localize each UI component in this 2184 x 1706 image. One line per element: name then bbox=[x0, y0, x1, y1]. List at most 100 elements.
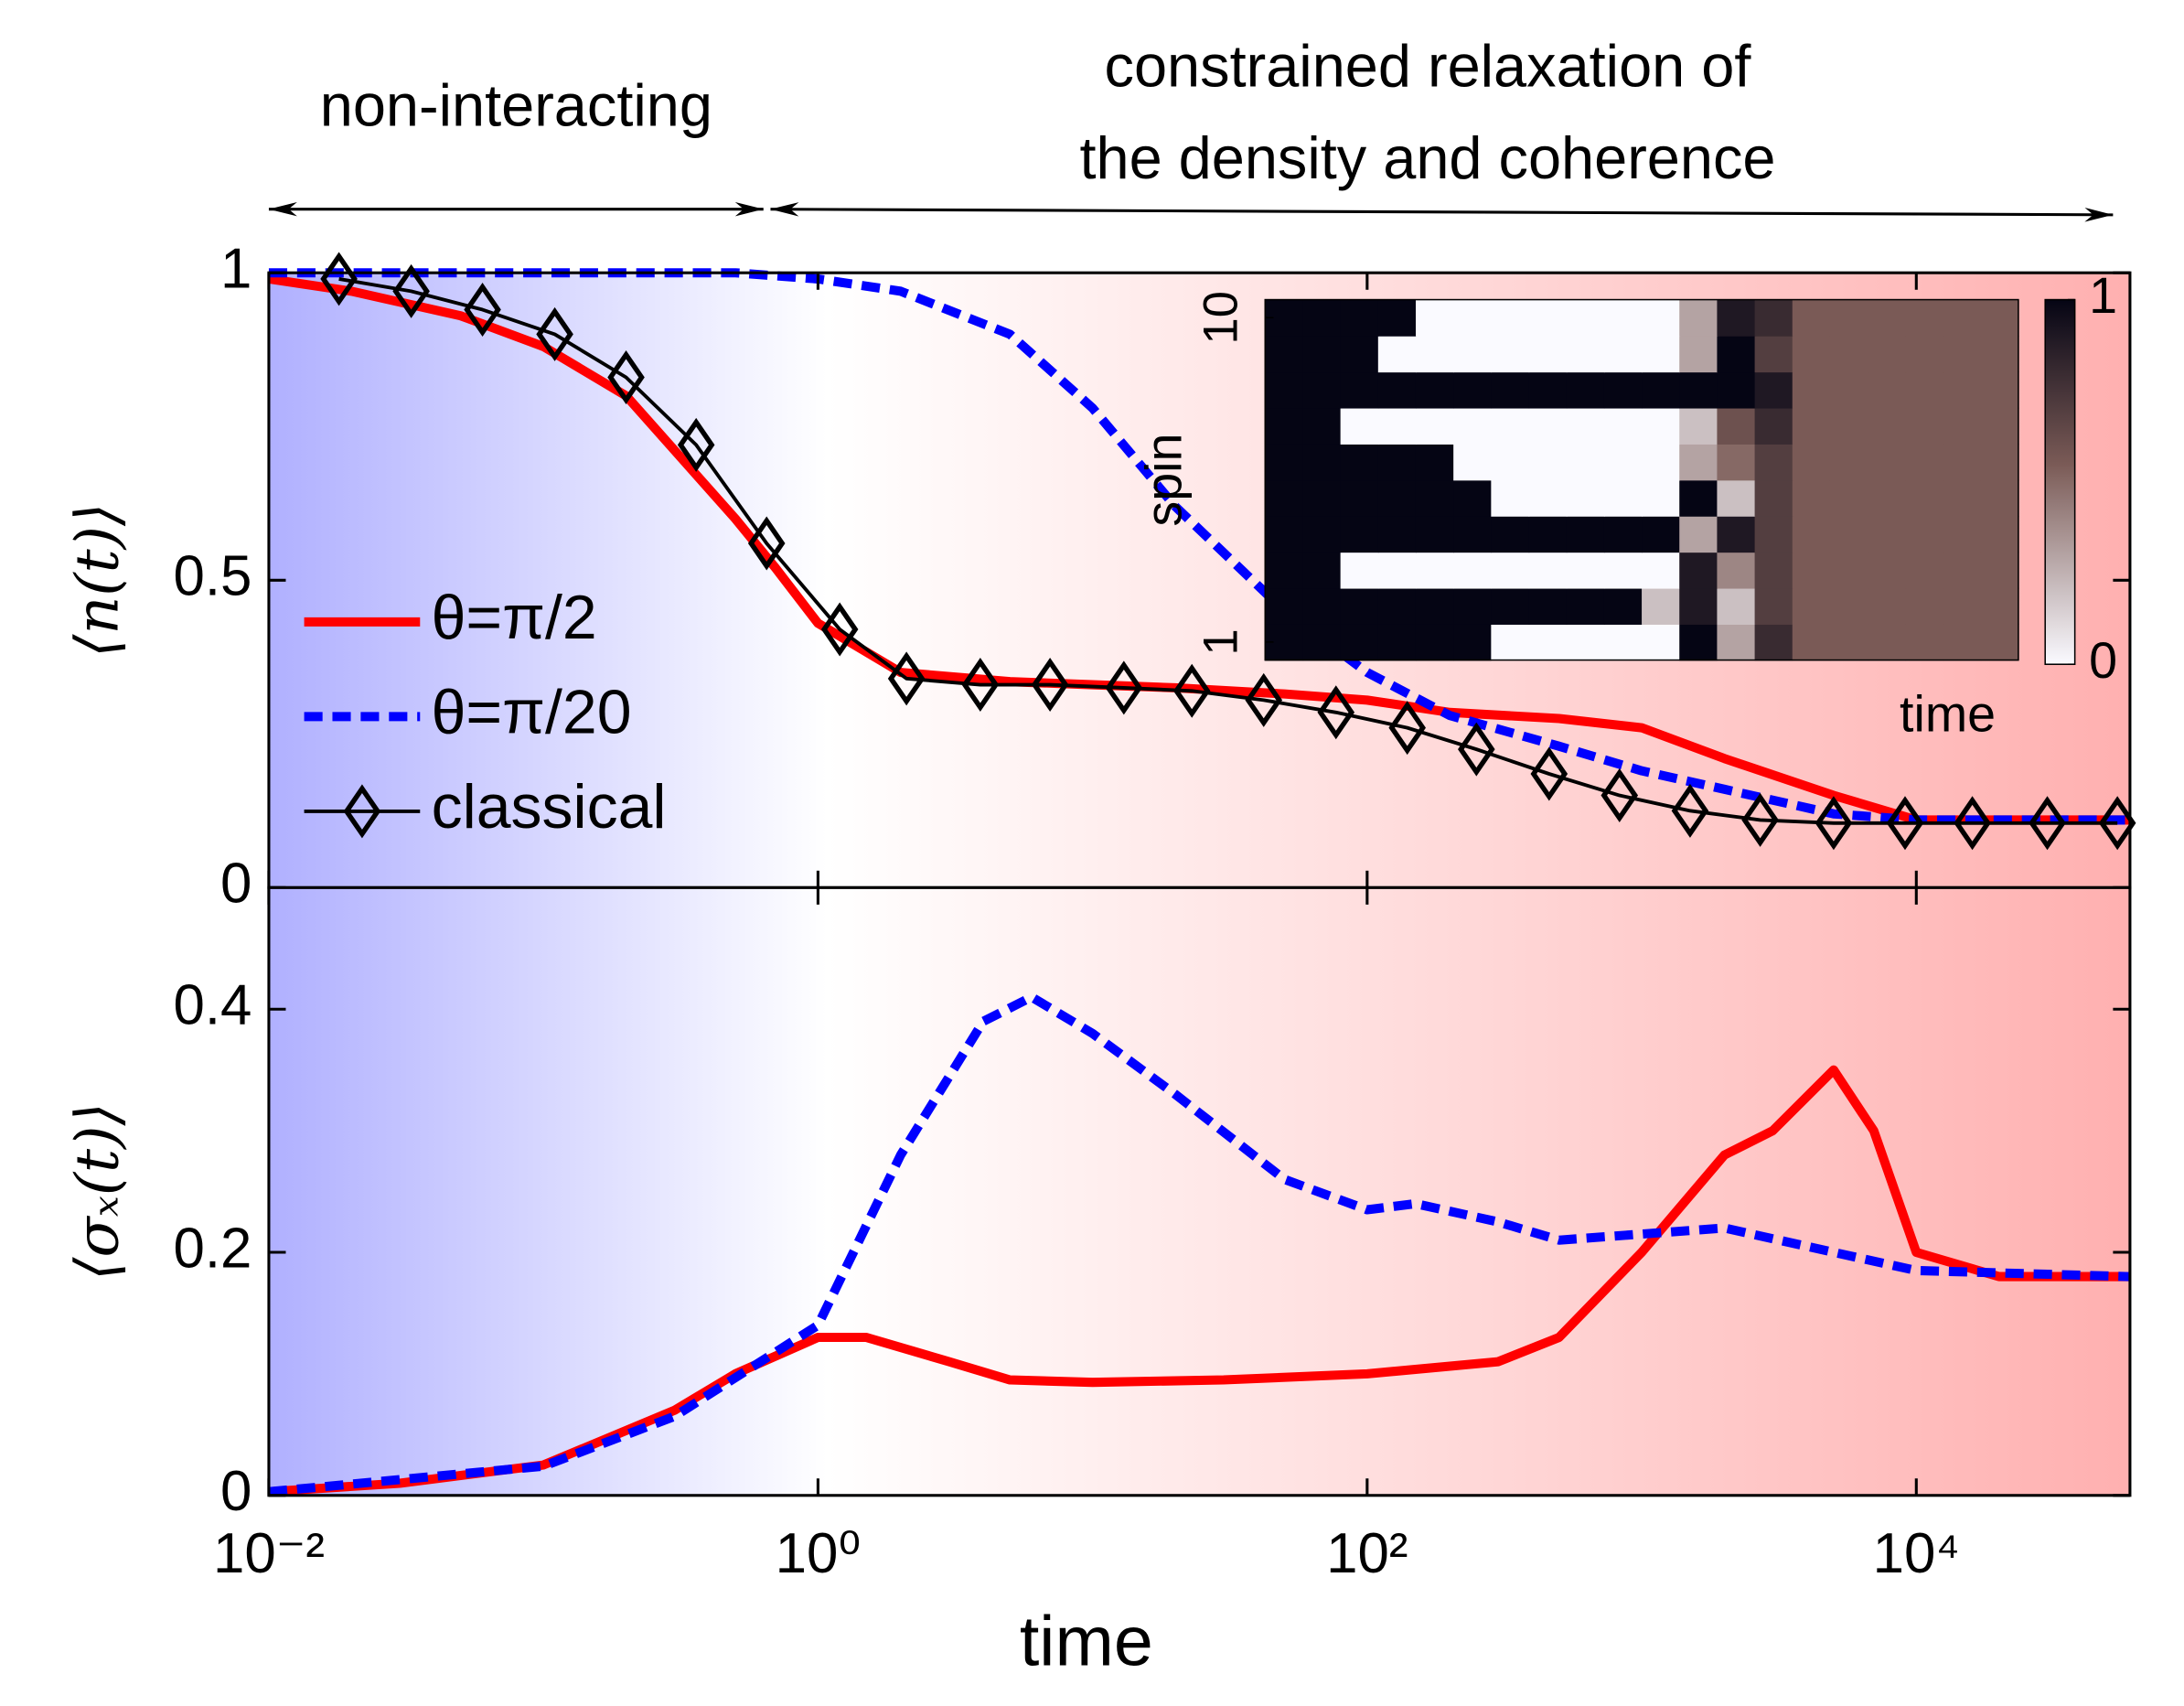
heatmap-cell bbox=[1792, 624, 1831, 661]
heatmap-cell bbox=[1829, 587, 1868, 625]
heatmap-cell bbox=[1566, 444, 1605, 481]
heatmap-cell bbox=[1679, 515, 1718, 553]
legend-label: θ=π/20 bbox=[432, 677, 632, 746]
x-axis-label: time bbox=[1900, 686, 1996, 743]
marker bbox=[1245, 672, 1283, 727]
heatmap-cell bbox=[1453, 624, 1493, 661]
heatmap-cell bbox=[1265, 515, 1304, 553]
heatmap-cell bbox=[1829, 407, 1868, 445]
heatmap-cell bbox=[1453, 299, 1493, 337]
x-tick-label: 10² bbox=[1326, 1522, 1408, 1585]
heatmap-cell bbox=[1377, 479, 1417, 517]
marker bbox=[1317, 685, 1355, 740]
x-tick-label: 10⁴ bbox=[1873, 1522, 1960, 1585]
heatmap-cell bbox=[1265, 407, 1304, 445]
heatmap-cell bbox=[1377, 624, 1417, 661]
heatmap-cell bbox=[1980, 299, 2019, 337]
heatmap-cell bbox=[1528, 552, 1568, 589]
heatmap-cell bbox=[1829, 371, 1868, 409]
heatmap-cell bbox=[1491, 479, 1530, 517]
heatmap-cell bbox=[1679, 479, 1718, 517]
heatmap-cell bbox=[1642, 444, 1681, 481]
heatmap-cell bbox=[1829, 624, 1868, 661]
annotation: non-interacting bbox=[320, 72, 712, 139]
y-tick-label: 0 bbox=[220, 1460, 252, 1523]
heatmap-cell bbox=[1302, 407, 1342, 445]
marker bbox=[2029, 796, 2066, 851]
heatmap-cell bbox=[1415, 552, 1454, 589]
y-axis-label: ⟨σₓ(t)⟩ bbox=[64, 1102, 133, 1281]
marker bbox=[392, 263, 430, 318]
heatmap-cell bbox=[1642, 479, 1681, 517]
heatmap-cell bbox=[1754, 299, 1793, 337]
heatmap-cell bbox=[1491, 371, 1530, 409]
heatmap-cell bbox=[1754, 552, 1793, 589]
heatmap-cell bbox=[1415, 407, 1454, 445]
annotation: constrained relaxation of bbox=[1105, 32, 1752, 99]
marker bbox=[1530, 746, 1568, 801]
heatmap-cell bbox=[1491, 515, 1530, 553]
heatmap-cell bbox=[1377, 444, 1417, 481]
heatmap-cell bbox=[1302, 552, 1342, 589]
heatmap-cell bbox=[1792, 335, 1831, 373]
heatmap-cell bbox=[1302, 371, 1342, 409]
marker bbox=[607, 349, 645, 404]
marker bbox=[2098, 796, 2136, 851]
heatmap-cell bbox=[1642, 552, 1681, 589]
heatmap-cell bbox=[1980, 479, 2019, 517]
marker bbox=[1388, 701, 1427, 756]
heatmap-cell bbox=[1980, 587, 2019, 625]
heatmap-cell bbox=[1377, 371, 1417, 409]
heatmap-cell bbox=[1566, 335, 1605, 373]
heatmap-cell bbox=[1415, 515, 1454, 553]
heatmap-cell bbox=[1453, 552, 1493, 589]
heatmap-cell bbox=[1642, 515, 1681, 553]
heatmap-cell bbox=[1566, 407, 1605, 445]
heatmap-cell bbox=[1754, 479, 1793, 517]
heatmap-cell bbox=[1905, 407, 1944, 445]
heatmap-cell bbox=[1603, 335, 1643, 373]
colorbar-tick-label: 1 bbox=[2089, 267, 2117, 324]
annotation: the density and coherence bbox=[1079, 124, 1775, 191]
heatmap-cell bbox=[1905, 444, 1944, 481]
colorbar-tick-label: 0 bbox=[2089, 632, 2117, 689]
marker bbox=[747, 516, 786, 571]
heatmap-cell bbox=[1302, 299, 1342, 337]
heatmap-cell bbox=[1792, 299, 1831, 337]
heatmap-cell bbox=[1905, 299, 1944, 337]
heatmap-cell bbox=[1377, 335, 1417, 373]
heatmap-cell bbox=[1754, 515, 1793, 553]
marker bbox=[1815, 796, 1853, 851]
heatmap-cell bbox=[1528, 299, 1568, 337]
heatmap-cell bbox=[1528, 444, 1568, 481]
heatmap-cell bbox=[1717, 624, 1756, 661]
y-tick-label: 10 bbox=[1194, 291, 1247, 344]
heatmap-cell bbox=[1980, 371, 2019, 409]
heatmap-cell bbox=[1603, 299, 1643, 337]
heatmap-cell bbox=[1868, 515, 1907, 553]
heatmap-cell bbox=[1453, 335, 1493, 373]
heatmap-cell bbox=[1754, 624, 1793, 661]
heatmap-cell bbox=[1377, 299, 1417, 337]
y-axis-label: ⟨n(t)⟩ bbox=[64, 503, 133, 658]
series-line bbox=[268, 274, 2130, 825]
heatmap-cell bbox=[1905, 587, 1944, 625]
heatmap-cell bbox=[1943, 587, 1982, 625]
marker bbox=[677, 417, 715, 472]
heatmap-cell bbox=[1642, 587, 1681, 625]
heatmap-cell bbox=[1943, 552, 1982, 589]
marker bbox=[820, 602, 859, 657]
heatmap-cell bbox=[1265, 444, 1304, 481]
heatmap-cell bbox=[1829, 515, 1868, 553]
heatmap-cell bbox=[1943, 407, 1982, 445]
heatmap-cell bbox=[1792, 407, 1831, 445]
heatmap-cell bbox=[1265, 335, 1304, 373]
heatmap-cell bbox=[1980, 407, 2019, 445]
heatmap-cell bbox=[1566, 299, 1605, 337]
y-tick-label: 0.4 bbox=[174, 974, 252, 1037]
heatmap-cell bbox=[1603, 479, 1643, 517]
heatmap-cell bbox=[1943, 444, 1982, 481]
marker bbox=[1105, 660, 1143, 715]
heatmap-cell bbox=[1754, 335, 1793, 373]
heatmap-cell bbox=[1566, 371, 1605, 409]
